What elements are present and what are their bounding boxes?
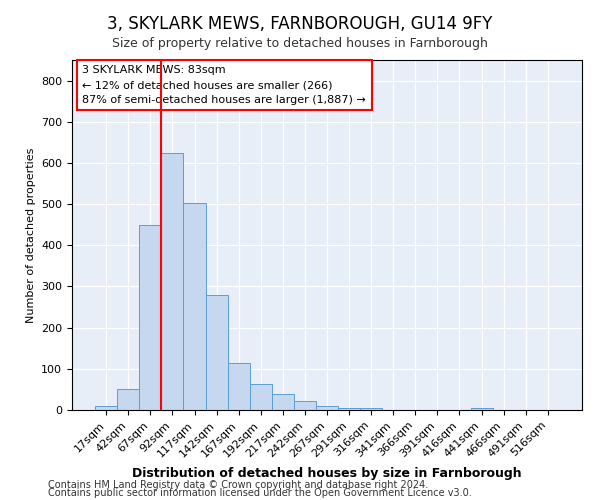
Text: Size of property relative to detached houses in Farnborough: Size of property relative to detached ho… <box>112 38 488 51</box>
Bar <box>316 406 338 410</box>
Bar <box>161 152 184 410</box>
Bar <box>227 362 250 410</box>
Y-axis label: Number of detached properties: Number of detached properties <box>26 148 35 322</box>
Bar <box>139 224 161 410</box>
Bar <box>338 408 360 410</box>
X-axis label: Distribution of detached houses by size in Farnborough: Distribution of detached houses by size … <box>132 467 522 480</box>
Bar <box>272 394 294 410</box>
Text: Contains HM Land Registry data © Crown copyright and database right 2024.: Contains HM Land Registry data © Crown c… <box>48 480 428 490</box>
Bar <box>95 406 117 410</box>
Text: Contains public sector information licensed under the Open Government Licence v3: Contains public sector information licen… <box>48 488 472 498</box>
Text: 3 SKYLARK MEWS: 83sqm
← 12% of detached houses are smaller (266)
87% of semi-det: 3 SKYLARK MEWS: 83sqm ← 12% of detached … <box>82 66 366 105</box>
Bar <box>206 294 227 410</box>
Text: 3, SKYLARK MEWS, FARNBOROUGH, GU14 9FY: 3, SKYLARK MEWS, FARNBOROUGH, GU14 9FY <box>107 15 493 33</box>
Bar <box>294 401 316 410</box>
Bar <box>184 203 206 410</box>
Bar <box>250 384 272 410</box>
Bar <box>117 388 139 410</box>
Bar <box>470 408 493 410</box>
Bar <box>360 408 382 410</box>
